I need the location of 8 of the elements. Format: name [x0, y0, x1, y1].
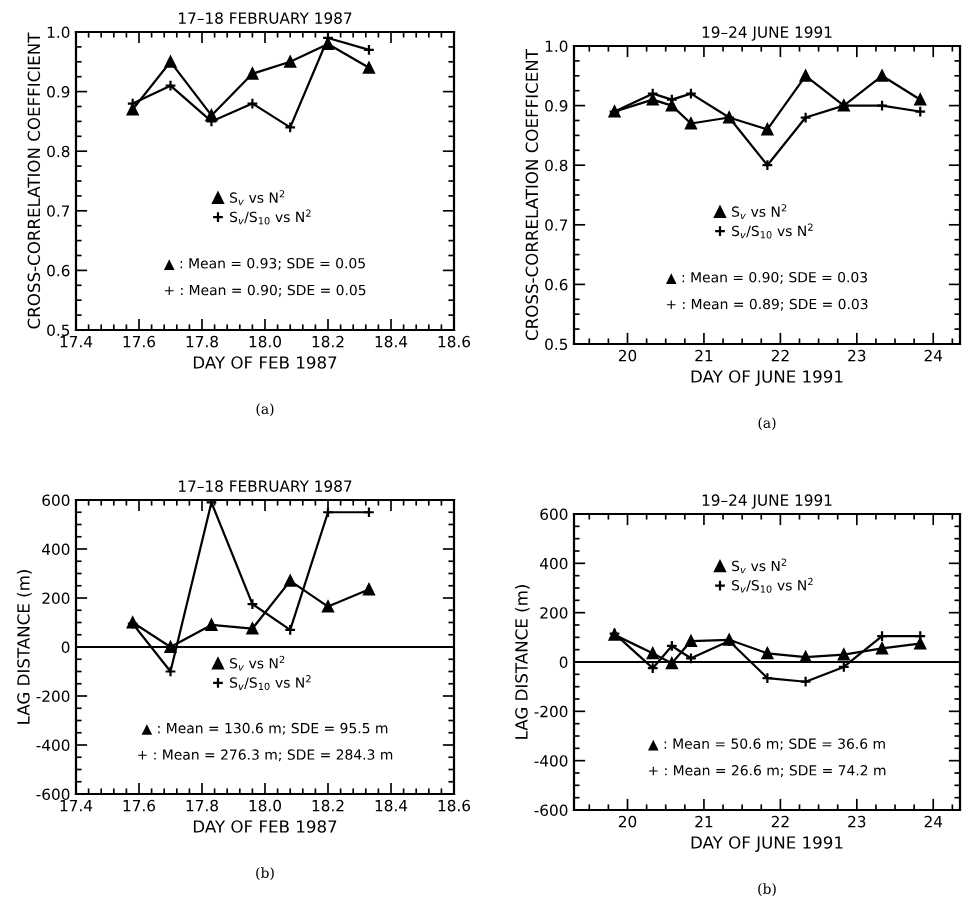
y-axis-title: LAG DISTANCE (m) [16, 570, 32, 724]
x-axis-title: DAY OF JUNE 1991 [691, 370, 843, 386]
x-axis-title: DAY OF FEB 1987 [193, 356, 337, 369]
y-axis-title: LAG DISTANCE (m) [514, 585, 530, 739]
x-axis-title: DAY OF JUNE 1991 [691, 836, 843, 852]
y-axis-title: CROSS-CORRELATION COEFFICIENT [27, 32, 41, 329]
x-axis-title: DAY OF FEB 1987 [193, 820, 337, 833]
y-axis-title: CROSS-CORRELATION COEFFICENT [525, 49, 539, 341]
